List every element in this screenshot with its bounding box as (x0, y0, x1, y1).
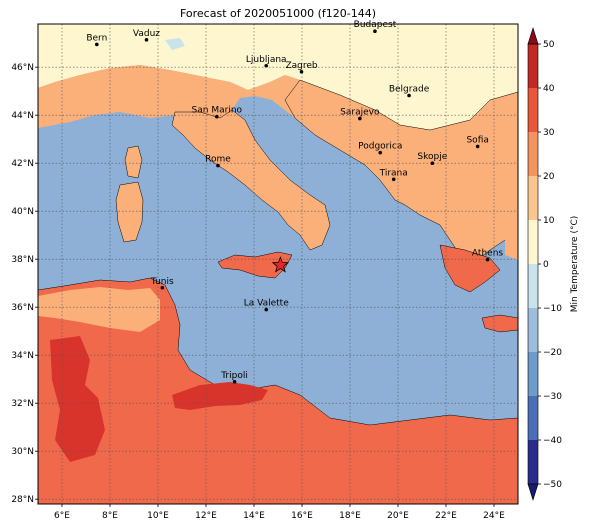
city-dot (160, 285, 165, 290)
city-dot (144, 38, 149, 42)
x-tick-label: 18°E (339, 511, 361, 521)
turkey-land (505, 165, 518, 260)
colorbar: −50 −40 −30 −20 −10 0 10 20 30 40 50 Min Temperatur… (527, 26, 580, 502)
city-dot (216, 163, 220, 168)
city-label: Ljubljana (246, 55, 287, 65)
city-dot (485, 257, 490, 262)
city-label: Bern (86, 33, 107, 43)
colorbar-tick-label: −30 (543, 392, 562, 402)
city-label: Skopje (417, 152, 447, 162)
x-tick-label: 8°E (102, 511, 118, 521)
x-tick-label: 22°E (435, 511, 457, 521)
city-label: Athens (472, 249, 503, 259)
y-tick-label: 46°N (11, 63, 34, 73)
y-tick-label: 40°N (11, 207, 34, 217)
city-dot (391, 177, 396, 182)
map-title: Forecast of 2020051000 (f120-144) (179, 7, 377, 20)
colorbar-tick-label: 50 (543, 40, 555, 50)
colorbar-tick-label: −50 (543, 480, 562, 490)
colorbar-segment (528, 308, 538, 352)
colorbar-tick-label: 10 (543, 216, 555, 226)
city-dot (232, 380, 237, 384)
city-label: Tirana (379, 168, 408, 178)
hot-patch-west (50, 336, 105, 462)
italy-land (171, 109, 331, 251)
city-dot (407, 93, 411, 98)
x-tick-label: 6°E (54, 511, 70, 521)
x-tick-label: 24°E (483, 511, 505, 521)
y-tick-label: 44°N (11, 111, 34, 121)
city-dot (299, 69, 304, 74)
city-dot (373, 29, 377, 33)
city-label: Tunis (150, 277, 174, 287)
cold-land-north (38, 24, 518, 130)
colorbar-extend-top (527, 26, 539, 45)
colorbar-tick-label: 0 (543, 260, 549, 270)
y-tick-label: 34°N (11, 351, 34, 361)
x-tick-label: 16°E (291, 511, 313, 521)
greece-south-land (439, 244, 501, 293)
graticule (38, 24, 518, 504)
x-tick-label: 12°E (195, 511, 217, 521)
star-marker (271, 256, 290, 273)
x-ticks: 6°E 8°E 10°E 12°E 14°E 16°E 18°E 20°E 22°E 24°E (54, 504, 505, 521)
map-frame (37, 23, 519, 505)
y-ticks: 28°N 30°N 32°N 34°N 36°N 38°N 40°N 42°N 44°N 46°N (11, 63, 38, 505)
city-label: Podgorica (358, 142, 402, 152)
colorbar-tick-label: −40 (543, 436, 562, 446)
y-tick-label: 32°N (11, 399, 34, 409)
sicily-land (217, 251, 293, 279)
y-tick-label: 28°N (11, 495, 34, 505)
colorbar-label: Min Temperature (°C) (570, 216, 580, 313)
y-tick-label: 38°N (11, 255, 34, 265)
city-label: San Marino (192, 106, 243, 116)
x-tick-label: 10°E (147, 511, 169, 521)
colorbar-segment (528, 352, 538, 396)
colorbar-tick-label: 30 (543, 128, 555, 138)
city-dot (378, 150, 383, 155)
crete-land (481, 314, 518, 333)
tunisia-mild-patch (38, 287, 160, 332)
colorbar-segment (528, 220, 538, 264)
colorbar-extend-bottom (527, 483, 539, 502)
city-label: Budapest (354, 20, 397, 30)
colorbar-segment (528, 132, 538, 176)
y-tick-label: 30°N (11, 447, 34, 457)
colorbar-tick-label: −20 (543, 348, 562, 358)
city-label: Zagreb (285, 61, 317, 71)
colorbar-segment (528, 176, 538, 220)
city-dot (264, 63, 269, 68)
city-label: Rome (205, 155, 231, 165)
colorbar-segment (528, 264, 538, 308)
lake (165, 38, 185, 50)
colorbar-segment (528, 88, 538, 132)
colorbar-segment (528, 44, 538, 88)
city-dot (475, 144, 480, 149)
city-dot (264, 307, 269, 312)
colorbar-segment (528, 396, 538, 440)
sardinia-land (115, 181, 144, 243)
city-label: Sofia (466, 135, 488, 145)
city-dot (430, 161, 435, 165)
y-tick-label: 36°N (11, 303, 34, 313)
marker-layer (271, 256, 290, 273)
city-label: La Valette (244, 299, 289, 309)
city-label: Tripoli (220, 371, 248, 381)
city-label: Vaduz (133, 29, 160, 39)
colorbar-tick-label: 40 (543, 84, 555, 94)
colorbar-segment (528, 440, 538, 484)
x-tick-label: 20°E (387, 511, 409, 521)
y-tick-label: 42°N (11, 159, 34, 169)
colorbar-tick-label: −10 (543, 304, 562, 314)
city-label: Sarajevo (340, 108, 380, 118)
city-dot (215, 114, 219, 119)
x-tick-label: 14°E (243, 511, 265, 521)
city-dot (358, 116, 362, 121)
corsica-land (124, 145, 143, 179)
city-dot (95, 42, 99, 47)
colorbar-tick-label: 20 (543, 172, 555, 182)
city-label: Belgrade (389, 85, 430, 95)
